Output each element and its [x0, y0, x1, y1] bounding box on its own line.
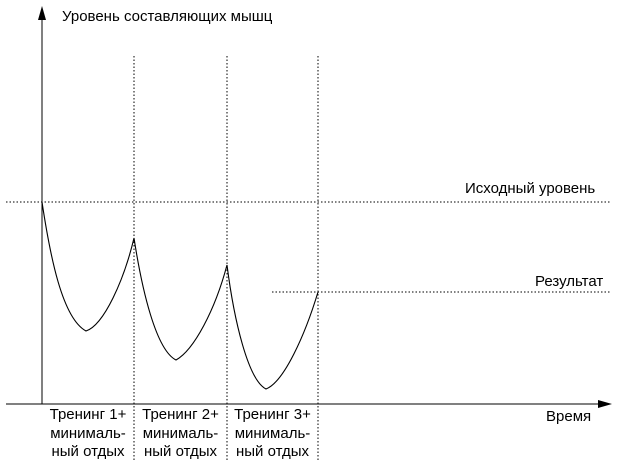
phase-label-2: Тренинг 2+ минималь- ный отдых	[136, 406, 225, 462]
phase-2-line-2: минималь-	[142, 424, 219, 442]
phase-3-line-1: Тренинг 3+	[234, 406, 311, 423]
phase-1-line-2: минималь-	[50, 424, 126, 442]
phase-2-line-1: Тренинг 2+	[142, 406, 219, 423]
phase-3-line-2: минималь-	[234, 424, 311, 442]
phase-label-3: Тренинг 3+ минималь- ный отдых	[229, 406, 316, 462]
x-axis-arrow	[598, 400, 612, 408]
phase-2-line-3: ный отдых	[143, 443, 218, 460]
phase-1-line-3: ный отдых	[51, 443, 125, 460]
x-axis-label: Время	[546, 408, 592, 425]
result-label: Результат	[535, 273, 604, 290]
phase-1-line-1: Тренинг 1+	[49, 406, 127, 423]
phase-3-line-3: ный отдых	[235, 443, 310, 460]
y-axis-arrow	[38, 6, 46, 20]
phase-label-1: Тренинг 1+ минималь- ный отдых	[44, 406, 132, 462]
y-axis-label: Уровень составляющих мышц	[62, 8, 273, 25]
baseline-label: Исходный уровень	[465, 180, 596, 197]
muscle-level-curve	[41, 201, 319, 390]
